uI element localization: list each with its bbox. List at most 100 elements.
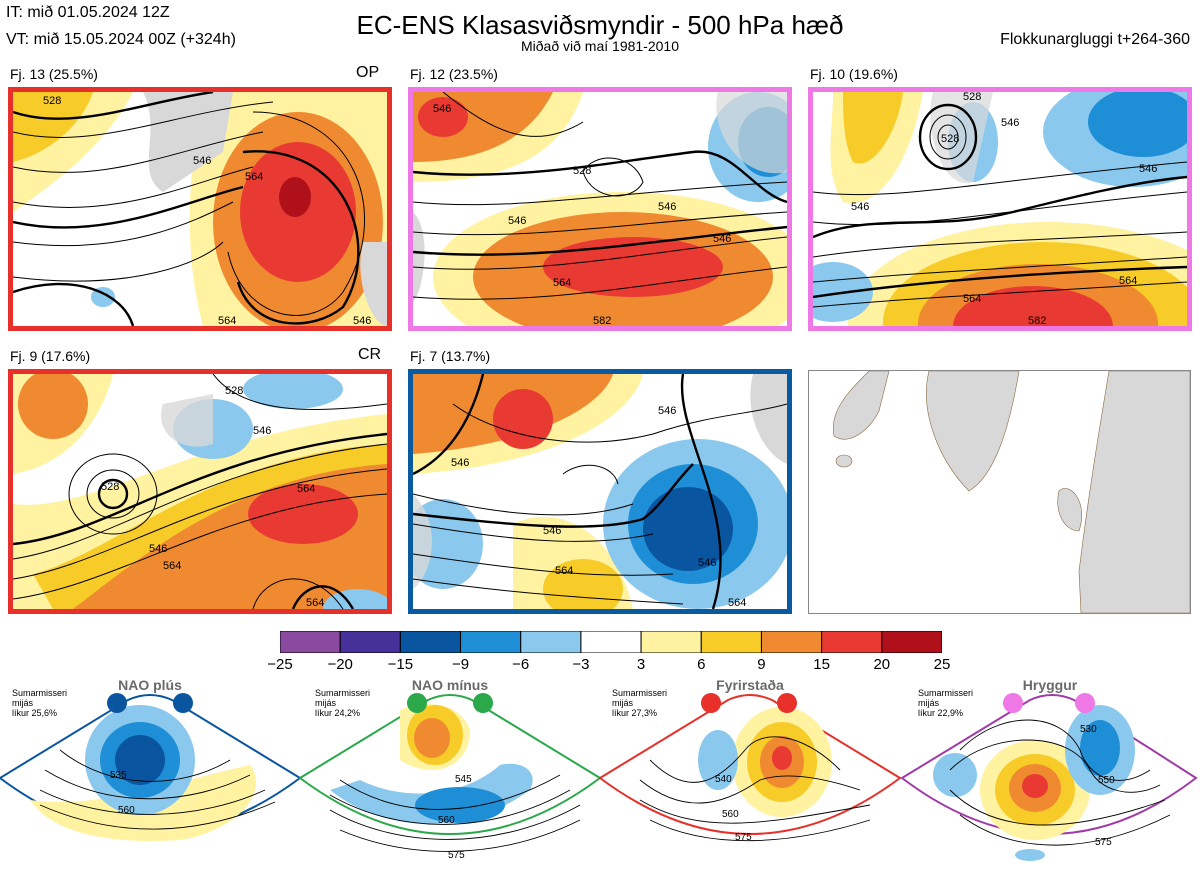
contour-label: 564	[1119, 275, 1137, 287]
anomaly-area	[843, 92, 903, 164]
colorbar-tick-label: −25	[267, 656, 293, 673]
colorbar-ticks: −25 −20 −15 −9 −6 −3 3 6 9 15 20 25	[0, 656, 1200, 676]
panel-5-label: Fj. 7 (13.7%)	[410, 348, 491, 364]
contour-label: 564	[963, 293, 981, 305]
contour-label: 546	[713, 233, 731, 245]
anomaly-area	[1080, 720, 1120, 776]
contour-label: 564	[306, 597, 324, 609]
colorbar-swatch	[640, 630, 702, 654]
land-area	[716, 92, 787, 174]
colorbar-tick-label: −15	[387, 656, 414, 673]
colorbar-swatch	[460, 630, 522, 654]
height-contours	[413, 403, 787, 605]
height-contours	[13, 101, 365, 316]
land-area	[835, 454, 853, 468]
regime-note-line: líkur 24,2%	[315, 708, 361, 718]
cluster-map-12-plot: 546 528 546 546 546 564 582	[413, 92, 787, 326]
regime-note-line: mijás	[612, 698, 634, 708]
anomaly-area	[243, 374, 343, 409]
contour-label: 546	[698, 557, 716, 569]
land-area	[1057, 488, 1082, 532]
page-title: EC-ENS Klasasviðsmyndir - 500 hPa hæð	[356, 10, 844, 40]
contour-label: 546	[193, 155, 211, 167]
contour-label: 528	[225, 385, 243, 397]
contour-label: 528	[941, 133, 959, 145]
regime-note-line: líkur 25,6%	[12, 708, 58, 718]
contour-label: 528	[101, 481, 119, 493]
anomaly-area	[415, 787, 505, 823]
colorbar-tick-label: 3	[636, 656, 646, 673]
regime-marker	[173, 693, 193, 713]
anomaly-area	[1088, 92, 1187, 157]
regime-note-line: Sumarmisseri	[315, 688, 371, 698]
colorbar-swatch	[760, 630, 823, 654]
height-contours-bold	[13, 432, 387, 609]
regime-2-title: NAO mínus	[411, 677, 489, 693]
panel-1-label: Fj. 13 (25.5%)	[10, 66, 98, 82]
contour-label: 546	[433, 103, 451, 115]
contour-label: 546	[658, 405, 676, 417]
contour-label: 546	[451, 457, 469, 469]
classification-window: Flokkunargluggi t+264-360	[1000, 31, 1190, 48]
regime-note-line: mijás	[315, 698, 337, 708]
regime-3-note: Sumarmisseri mijás líkur 27,3%	[612, 688, 692, 718]
colorbar-tick-label: −9	[451, 656, 470, 673]
land-area	[832, 371, 890, 440]
regime-map-nao-minus: 545 560 575	[298, 693, 602, 861]
panel-3-label: Fj. 10 (19.6%)	[810, 66, 898, 82]
height-contours	[639, 736, 871, 842]
colorbar	[279, 630, 943, 654]
regime-1-title: NAO plús	[118, 677, 182, 693]
contour-label: 575	[1095, 837, 1112, 848]
anomaly-area	[543, 559, 623, 609]
contour-label: 546	[1001, 117, 1019, 129]
contour-label: 528	[573, 165, 591, 177]
regime-4-title: Hryggur	[1022, 677, 1078, 693]
colorbar-tick-label: −20	[327, 656, 353, 673]
anomaly-area	[418, 97, 468, 137]
contour-label: 540	[715, 774, 732, 785]
regime-map-nao-plus: 535 560	[0, 693, 302, 841]
contour-label: 545	[455, 774, 472, 785]
panel-4-label: Fj. 9 (17.6%)	[10, 348, 91, 364]
colorbar-tick-label: −6	[512, 656, 530, 673]
panel-2-label: Fj. 12 (23.5%)	[410, 66, 498, 82]
contour-label: 560	[722, 809, 739, 820]
anomaly-area	[772, 746, 792, 770]
contour-label: 564	[218, 315, 236, 326]
height-contours-bold	[13, 92, 360, 326]
cluster-map-9: 528 528 546 546 564 564 564	[8, 369, 392, 614]
contour-label: 564	[297, 483, 315, 495]
contour-label: 546	[253, 425, 271, 437]
contour-label: 550	[1098, 775, 1115, 786]
contour-label: 560	[438, 815, 455, 826]
contour-label: 546	[508, 215, 526, 227]
colorbar-tick-label: 6	[697, 656, 706, 673]
anomaly-area	[279, 177, 311, 217]
anomaly-area	[413, 499, 483, 589]
cluster-map-13-plot: 528 546 564 564 546	[13, 92, 387, 326]
contour-label: 560	[118, 805, 135, 816]
contour-label: 546	[543, 525, 561, 537]
contour-label: 546	[1139, 163, 1157, 175]
cluster-map-9-plot: 528 528 546 546 564 564 564	[13, 374, 387, 609]
contour-label: 575	[448, 850, 465, 861]
regime-marker	[1003, 693, 1023, 713]
colorbar-swatch	[580, 630, 642, 654]
contour-label: 564	[553, 277, 571, 289]
anomaly-area	[115, 735, 165, 785]
regime-marker	[701, 693, 721, 713]
height-contours-bold	[813, 103, 1187, 299]
height-contours	[949, 719, 1171, 846]
anomaly-area	[493, 389, 553, 449]
land-area	[161, 394, 213, 447]
colorbar-tick-label: 25	[933, 656, 951, 673]
cluster-map-7: 546 546 546 564 546 564	[408, 369, 792, 614]
contour-label: 546	[658, 201, 676, 213]
anomaly-area	[248, 484, 358, 544]
contour-label: 530	[1080, 724, 1097, 735]
regime-note-line: líkur 27,3%	[612, 708, 658, 718]
colorbar-swatch	[520, 630, 582, 654]
colorbar-tick-label: −3	[572, 656, 590, 673]
regime-maps: 535 560 545 560 575	[0, 693, 1198, 861]
